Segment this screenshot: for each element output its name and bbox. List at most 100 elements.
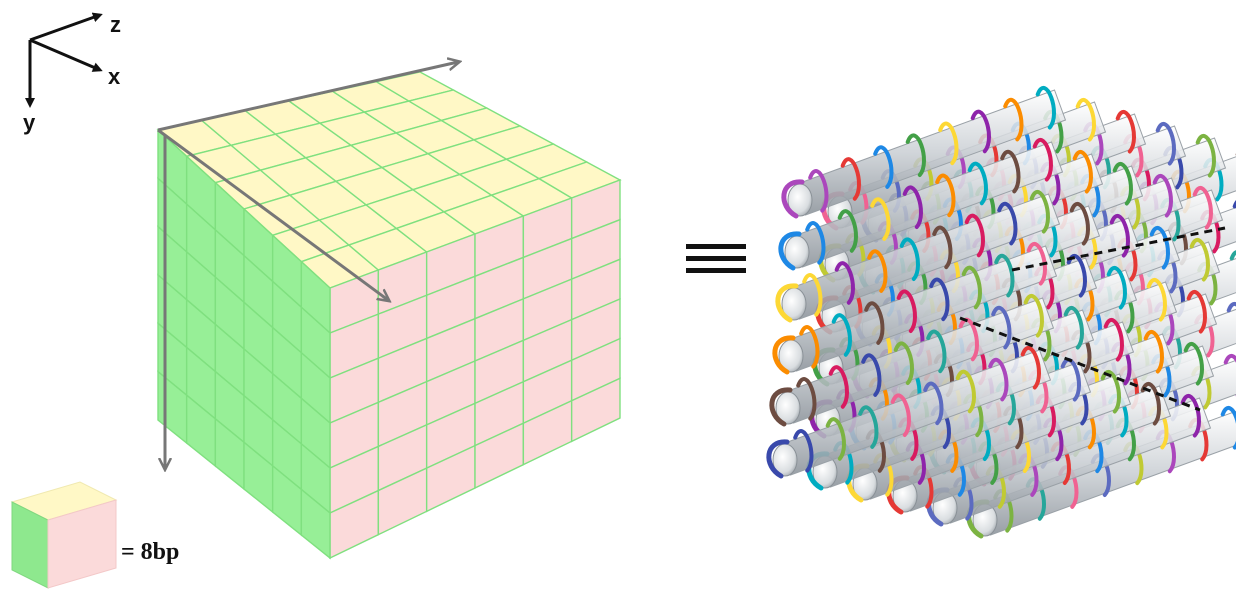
helix-strand-loop <box>994 253 1015 298</box>
cube-z-direction-arrow <box>157 62 458 132</box>
helix-strand-loop <box>958 317 979 362</box>
helix-tube <box>886 381 1172 515</box>
helix-strand-loop <box>858 405 879 449</box>
helix-strand-loop <box>935 173 956 218</box>
helix-strand-loop <box>967 161 988 206</box>
helix-strand-loop <box>1152 173 1173 218</box>
helix-strand-loop <box>828 365 849 409</box>
helix-strand-loop <box>805 221 826 265</box>
helix-strand-loop <box>1035 85 1056 130</box>
helix-strand-loop <box>1109 213 1130 258</box>
helix-strand-loop <box>1115 109 1136 154</box>
helix-strand-loop <box>793 429 814 473</box>
helix-strand-loop <box>988 357 1009 402</box>
helix-strand-loop <box>1069 201 1090 246</box>
helix-strand-loop <box>1183 341 1204 386</box>
helix-strand-loop <box>796 377 817 421</box>
helix-strand-loop <box>1195 133 1216 178</box>
helix-strand-loop <box>799 325 820 369</box>
helix-strand-hook <box>766 439 790 479</box>
dashed-guide-lower <box>959 316 1201 412</box>
helix-strand-loop <box>861 353 882 397</box>
helix-strand-loop <box>825 417 846 461</box>
y-axis-label: y <box>23 110 36 135</box>
legend-label: = 8bp <box>121 539 179 565</box>
helix-strand-loop <box>955 369 976 414</box>
coordinate-axes: z x y <box>23 12 121 135</box>
helix-strand-loop <box>896 289 917 333</box>
helix-strand-loop <box>1189 237 1210 282</box>
helix-strand-loop <box>923 381 944 426</box>
helix-tube <box>778 137 1064 271</box>
helix-strand-loop <box>1075 97 1096 142</box>
helix-strand-loop <box>899 237 920 281</box>
helix-strand-loop <box>905 133 926 177</box>
z-axis-label: z <box>110 12 121 37</box>
helix-strand-loop <box>1032 137 1053 182</box>
helix-strand-loop <box>938 121 959 166</box>
helix-strand-loop <box>1149 225 1170 270</box>
helix-strand-loop <box>1229 250 1236 261</box>
x-axis-arrow <box>29 38 103 72</box>
helix-strand-loop <box>893 341 914 385</box>
helix-strand-loop <box>1192 185 1213 230</box>
helix-strand-loop <box>970 109 991 154</box>
helix-strand-hook <box>772 335 796 375</box>
helix-strand-loop <box>1112 161 1133 206</box>
helix-strand-loop <box>1155 121 1176 166</box>
helix-strand-loop <box>867 249 888 293</box>
helix-strand-loop <box>831 313 852 357</box>
helix-tube <box>772 241 1058 375</box>
helix-strand-loop <box>890 393 911 437</box>
helix-strand-loop <box>1220 405 1236 450</box>
equivalence-symbol <box>686 244 746 273</box>
legend-unit-cube: = 8bp <box>10 481 179 589</box>
helix-strand-loop <box>864 301 885 345</box>
z-axis-arrow <box>29 12 103 42</box>
bundle-dashed-guides <box>959 226 1226 412</box>
helix-strand-loop <box>1000 149 1021 194</box>
helix-tube <box>781 85 1067 219</box>
helix-strand-loop <box>808 169 829 213</box>
helix-strand-loop <box>1106 265 1127 310</box>
helix-strand-loop <box>834 261 855 305</box>
helix-strand-hook <box>778 231 802 271</box>
helix-strand-loop <box>1223 353 1236 397</box>
helix-strand-loop <box>1143 329 1164 374</box>
legend-cube-front <box>47 499 117 589</box>
helix-strand-loop <box>1026 241 1047 286</box>
helix-strand-loop <box>1103 317 1124 362</box>
helix-strand-loop <box>932 225 953 270</box>
helix-strand-loop <box>902 185 923 229</box>
helix-strand-hook <box>781 179 805 219</box>
helix-strand-loop <box>1186 289 1207 334</box>
helix-strand-loop <box>991 305 1012 350</box>
helix-tube <box>775 189 1061 323</box>
helix-strand-loop <box>1072 149 1093 194</box>
helix-strand-loop <box>1226 301 1236 313</box>
cube-x-direction-arrow <box>157 128 388 300</box>
helix-strand-hook <box>775 283 799 323</box>
helix-strand-loop <box>926 329 947 374</box>
helix-strand-loop <box>1003 97 1024 142</box>
voxel-cube <box>156 71 622 560</box>
x-axis-label: x <box>108 64 121 89</box>
helix-strand-loop <box>873 145 894 189</box>
helix-strand-loop <box>1060 357 1081 402</box>
helix-strand-loop <box>802 273 823 317</box>
helix-strand-loop <box>1063 305 1084 350</box>
helix-strand-loop <box>1020 345 1041 390</box>
helix-strand-loop <box>1180 393 1201 438</box>
helix-strand-loop <box>997 201 1018 246</box>
helix-strand-loop <box>870 197 891 241</box>
helix-strand-loop <box>837 209 858 253</box>
cube-side-cell <box>300 487 331 560</box>
helix-strand-loop <box>1023 293 1044 338</box>
helix-strand-hook <box>769 387 793 427</box>
helix-strand-loop <box>1029 189 1050 234</box>
helix-strand-loop <box>1146 277 1167 322</box>
helix-strand-loop <box>929 277 950 322</box>
helix-strand-loop <box>964 213 985 258</box>
dna-helix-bundle <box>766 85 1236 539</box>
cube-front-cell <box>570 377 621 443</box>
